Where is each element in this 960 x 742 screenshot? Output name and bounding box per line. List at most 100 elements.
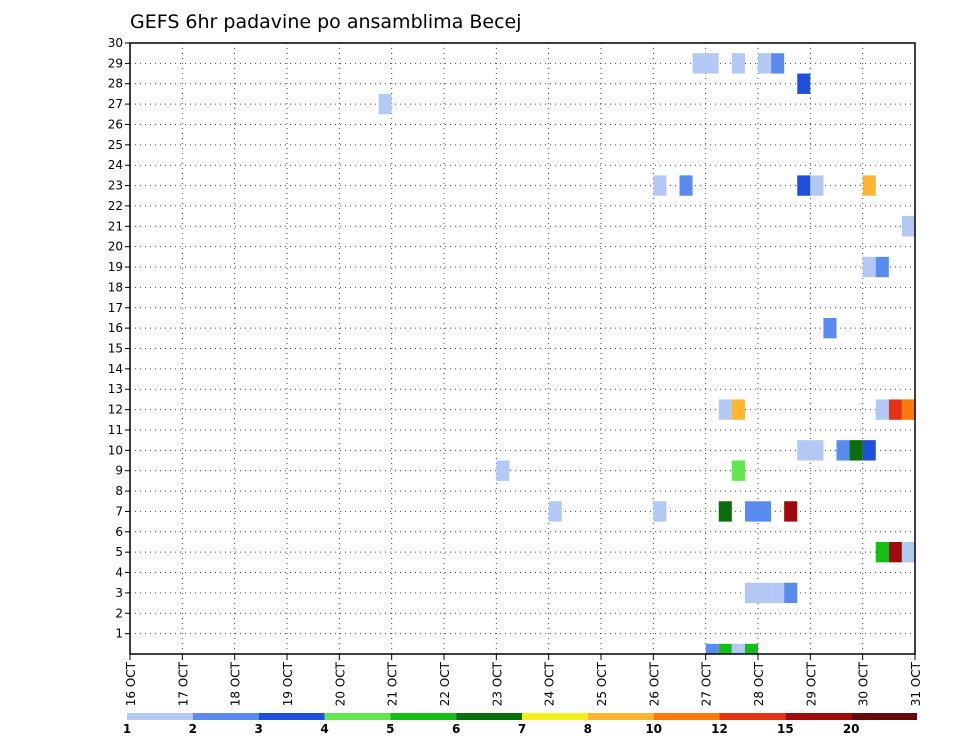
precip-cell	[731, 643, 745, 654]
y-axis: 1234567891011121314151617181920212223242…	[108, 36, 130, 641]
precip-cell	[901, 399, 915, 420]
x-tick-label: 27 OCT	[700, 661, 714, 706]
x-tick-label: 30 OCT	[857, 661, 871, 706]
y-tick-label: 28	[108, 77, 123, 91]
precip-cell	[875, 541, 889, 563]
precip-cell	[875, 399, 889, 420]
colorbar: 1 2 3 4 5 6 7 8 10 12 15 20	[123, 713, 917, 736]
data-cells	[378, 53, 915, 654]
colorbar-label: 7	[518, 722, 526, 736]
x-axis: 16 OCT 17 OCT 18 OCT 19 OCT 20 OCT 21 OCT 22 O…	[124, 654, 923, 706]
precip-cell	[548, 501, 562, 522]
y-tick-label: 1	[115, 627, 123, 641]
precip-cell	[810, 175, 824, 196]
y-tick-label: 27	[108, 97, 123, 111]
x-tick-label: 16 OCT	[124, 661, 138, 706]
y-tick-label: 10	[108, 443, 123, 457]
precip-cell	[679, 175, 693, 196]
precip-cell	[378, 93, 392, 115]
colorbar-swatch	[192, 713, 259, 720]
precip-cell	[718, 399, 732, 420]
precip-cell	[496, 460, 510, 481]
precip-cell	[862, 256, 876, 278]
colorbar-swatch	[127, 713, 193, 720]
y-tick-label: 23	[108, 179, 123, 193]
precip-cell	[705, 643, 719, 654]
x-tick-label: 18 OCT	[229, 661, 243, 706]
precip-cell	[731, 53, 745, 74]
colorbar-swatch	[324, 713, 391, 720]
precip-cell	[744, 643, 758, 654]
colorbar-swatch	[719, 713, 786, 720]
precip-cell	[758, 53, 772, 74]
y-tick-label: 17	[108, 301, 123, 315]
y-tick-label: 2	[115, 606, 123, 620]
y-tick-label: 26	[108, 117, 123, 131]
colorbar-label: 8	[584, 722, 592, 736]
precip-cell	[875, 256, 889, 278]
x-tick-label: 20 OCT	[333, 661, 347, 706]
y-tick-label: 13	[108, 382, 123, 396]
precip-cell	[718, 501, 732, 522]
precip-cell	[784, 582, 798, 604]
precip-cell	[731, 399, 745, 420]
precip-cell	[771, 582, 785, 604]
y-tick-label: 9	[115, 464, 123, 478]
y-tick-label: 6	[115, 525, 123, 539]
x-tick-label: 24 OCT	[543, 661, 557, 706]
precip-cell	[731, 460, 745, 481]
precip-cell	[810, 440, 824, 461]
x-tick-label: 26 OCT	[647, 661, 661, 706]
y-tick-label: 18	[108, 280, 123, 294]
precip-cell	[692, 53, 706, 74]
colorbar-swatch	[456, 713, 522, 720]
precip-cell	[797, 440, 811, 461]
y-tick-label: 3	[115, 586, 123, 600]
colorbar-label: 3	[254, 722, 262, 736]
colorbar-label: 5	[386, 722, 394, 736]
precip-cell	[784, 501, 798, 522]
colorbar-swatch	[390, 713, 457, 720]
precip-cell	[705, 53, 719, 74]
y-tick-label: 4	[115, 566, 123, 580]
precip-cell	[744, 501, 758, 522]
chart-title: GEFS 6hr padavine po ansamblima Becej	[130, 11, 522, 33]
colorbar-swatch	[851, 713, 917, 720]
precip-cell	[758, 582, 772, 604]
x-tick-label: 23 OCT	[490, 661, 504, 706]
x-tick-label: 28 OCT	[752, 661, 766, 706]
precip-cell	[797, 73, 811, 94]
precip-cell	[901, 216, 915, 237]
colorbar-label: 4	[320, 722, 328, 736]
y-tick-label: 29	[108, 56, 123, 70]
precip-cell	[718, 643, 732, 654]
x-tick-label: 19 OCT	[281, 661, 295, 706]
precip-cell	[862, 175, 876, 196]
precip-cell	[653, 501, 667, 522]
y-tick-label: 15	[108, 342, 123, 356]
y-tick-label: 14	[108, 362, 123, 376]
precip-cell	[836, 440, 850, 461]
y-tick-label: 7	[115, 504, 123, 518]
y-tick-label: 16	[108, 321, 123, 335]
y-tick-label: 25	[108, 138, 123, 152]
y-tick-label: 12	[108, 403, 123, 417]
y-tick-label: 8	[115, 484, 123, 498]
plot-frame	[129, 42, 916, 655]
y-tick-label: 24	[108, 158, 123, 172]
precip-cell	[823, 317, 837, 339]
x-tick-label: 31 OCT	[909, 661, 923, 706]
y-tick-label: 11	[108, 423, 123, 437]
y-tick-label: 19	[108, 260, 123, 274]
colorbar-label: 6	[452, 722, 460, 736]
colorbar-label: 12	[711, 722, 728, 736]
precip-cell	[771, 53, 785, 74]
y-tick-label: 30	[108, 36, 123, 50]
precip-cell	[653, 175, 667, 196]
x-tick-label: 21 OCT	[386, 661, 400, 706]
precip-cell	[888, 399, 902, 420]
colorbar-swatch	[522, 713, 588, 720]
x-tick-label: 29 OCT	[804, 661, 818, 706]
grid-lines	[130, 43, 915, 654]
